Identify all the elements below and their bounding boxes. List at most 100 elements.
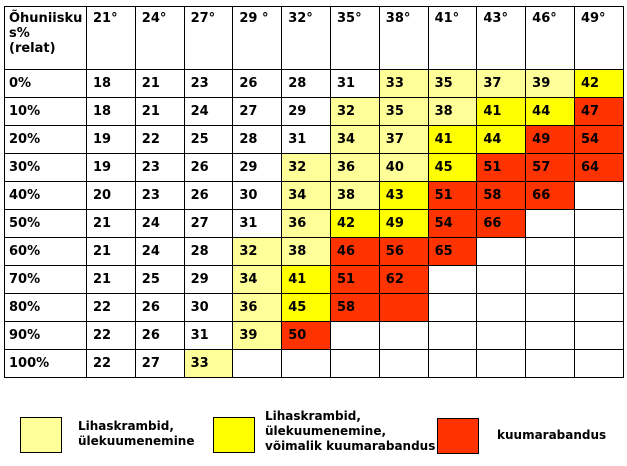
row-label: 100% xyxy=(4,349,87,378)
legend-label-line: Lihaskrambid, xyxy=(78,419,174,433)
table-row: 0% 18 21 23 26 28 31 33 35 37 39 42 xyxy=(4,69,624,98)
table-row: 40% 20 23 26 30 34 38 43 51 58 66 xyxy=(4,181,624,210)
table-cell xyxy=(427,265,478,294)
column-header: 43° xyxy=(476,6,527,70)
table-cell: 29 xyxy=(281,97,331,126)
table-cell xyxy=(573,293,624,322)
table-cell: 32 xyxy=(281,153,331,182)
table-cell: 26 xyxy=(183,153,234,182)
table-cell xyxy=(476,237,527,266)
table-row: 80% 22 26 30 36 45 58 xyxy=(4,293,624,322)
table-cell: 41 xyxy=(476,97,527,126)
table-cell: 30 xyxy=(232,181,283,210)
row-label: 60% xyxy=(4,237,87,266)
table-cell: 34 xyxy=(232,265,283,294)
table-cell: 25 xyxy=(183,125,234,154)
table-cell xyxy=(232,349,283,378)
row-label: 80% xyxy=(4,293,87,322)
legend-label: Lihaskrambid, ülekuumenemine, võimalik kuu… xyxy=(265,409,435,454)
table-cell: 33 xyxy=(378,69,429,98)
table-cell: 24 xyxy=(134,237,185,266)
header-row: Õhuniisku s% (relat) 21° 24° 27° 29 ° 32° 35° 38°… xyxy=(4,6,624,70)
row-label: 40% xyxy=(4,181,87,210)
table-cell: 31 xyxy=(329,69,380,98)
legend-label-line: Lihaskrambid, xyxy=(265,409,361,423)
table-cell: 28 xyxy=(232,125,283,154)
table-cell xyxy=(476,349,527,378)
table-cell: 18 xyxy=(86,69,136,98)
table-cell: 50 xyxy=(281,321,331,350)
table-cell xyxy=(281,349,331,378)
column-header: 29 ° xyxy=(232,6,283,70)
table-cell xyxy=(427,349,478,378)
table-cell: 21 xyxy=(86,237,136,266)
table-cell: 51 xyxy=(329,265,380,294)
table-cell: 43 xyxy=(378,181,429,210)
table-cell: 19 xyxy=(86,153,136,182)
table-cell: 56 xyxy=(378,237,429,266)
row-label: 70% xyxy=(4,265,87,294)
table-cell xyxy=(525,293,575,322)
table-cell: 54 xyxy=(427,209,478,238)
table-cell: 23 xyxy=(134,181,185,210)
table-cell: 31 xyxy=(232,209,283,238)
table-cell: 66 xyxy=(525,181,575,210)
column-header: 24° xyxy=(134,6,185,70)
table-cell: 29 xyxy=(232,153,283,182)
legend-label: Lihaskrambid, ülekuumenemine xyxy=(78,419,194,449)
row-label: 10% xyxy=(4,97,87,126)
table-cell: 35 xyxy=(378,97,429,126)
table-row: 60% 21 24 28 32 38 46 56 65 xyxy=(4,237,624,266)
legend-label: kuumarabandus xyxy=(497,428,606,443)
legend-label-line: kuumarabandus xyxy=(497,428,607,442)
table-cell: 39 xyxy=(525,69,575,98)
legend-label-line: ülekuumenemine xyxy=(78,434,195,448)
table-row: 70% 21 25 29 34 41 51 62 xyxy=(4,265,624,294)
table-cell: 27 xyxy=(232,97,283,126)
table-cell xyxy=(525,209,575,238)
table-cell: 64 xyxy=(573,153,624,182)
legend-label-line: võimalik kuumarabandus xyxy=(265,439,436,453)
legend-label-line: ülekuumenemine, xyxy=(265,424,387,438)
table-cell: 21 xyxy=(86,209,136,238)
column-header: 35° xyxy=(329,6,380,70)
table-cell: 38 xyxy=(329,181,380,210)
table-cell: 51 xyxy=(476,153,527,182)
table-cell xyxy=(525,265,575,294)
table-cell: 41 xyxy=(427,125,478,154)
table-cell: 62 xyxy=(378,265,429,294)
table-cell: 58 xyxy=(476,181,527,210)
column-header: 27° xyxy=(183,6,234,70)
table-cell: 49 xyxy=(525,125,575,154)
table-cell: 39 xyxy=(232,321,283,350)
table-cell: 21 xyxy=(134,69,185,98)
table-cell xyxy=(525,321,575,350)
table-cell: 23 xyxy=(134,153,185,182)
table-cell: 23 xyxy=(183,69,234,98)
table-row: 90% 22 26 31 39 50 xyxy=(4,321,624,350)
table-cell: 34 xyxy=(281,181,331,210)
table-cell: 20 xyxy=(86,181,136,210)
column-header: 32° xyxy=(281,6,331,70)
table-cell xyxy=(573,265,624,294)
column-header: 41° xyxy=(427,6,478,70)
table-row: 10% 18 21 24 27 29 32 35 38 41 44 47 xyxy=(4,97,624,126)
table-cell: 21 xyxy=(134,97,185,126)
table-cell xyxy=(573,321,624,350)
table-cell: 26 xyxy=(134,293,185,322)
table-cell xyxy=(329,349,380,378)
table-cell: 21 xyxy=(86,265,136,294)
table-cell: 22 xyxy=(86,293,136,322)
table-cell: 41 xyxy=(281,265,331,294)
table-cell: 57 xyxy=(525,153,575,182)
table-cell: 46 xyxy=(329,237,380,266)
table-cell: 45 xyxy=(281,293,331,322)
table-cell xyxy=(378,293,429,322)
table-cell: 38 xyxy=(281,237,331,266)
table-cell: 65 xyxy=(427,237,478,266)
table-cell: 32 xyxy=(232,237,283,266)
table-cell xyxy=(476,293,527,322)
table-cell: 37 xyxy=(378,125,429,154)
table-cell xyxy=(476,265,527,294)
column-header: 46° xyxy=(525,6,575,70)
